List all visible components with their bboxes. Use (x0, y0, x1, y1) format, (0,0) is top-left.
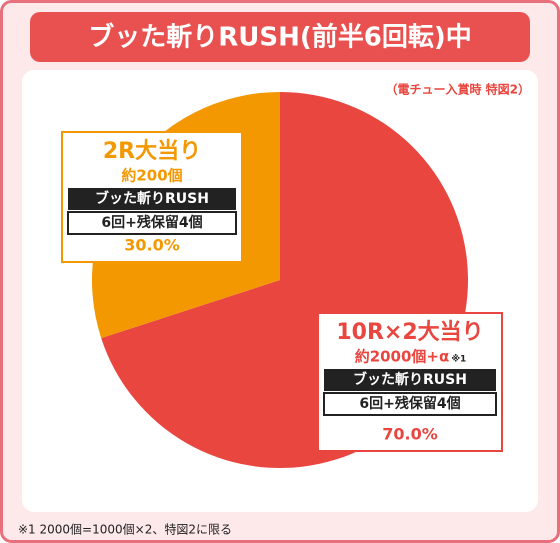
title-bar (30, 12, 530, 62)
mode-box (68, 188, 236, 210)
value-label: 70.0% (382, 425, 438, 444)
payout-note: ※1 (451, 354, 466, 365)
payout: 約200個 (121, 167, 182, 185)
footnote: ※1 2000個=1000個×2、特図2に限る (18, 522, 232, 537)
spins-box (323, 392, 497, 416)
mode-box (324, 369, 496, 391)
subtitle: （電チュー入賞時 特図2） (385, 82, 530, 97)
mode: ブッた斬りRUSH (95, 190, 209, 207)
spins-box (67, 211, 237, 235)
spins: 6回+残保留4個 (101, 214, 202, 231)
mode: ブッた斬りRUSH (353, 371, 467, 388)
spins: 6回+残保留4個 (359, 395, 460, 412)
category-label: 2R大当り (103, 139, 201, 164)
payout: 約2000個+α (355, 348, 450, 366)
chart-title: ブッた斬りRUSH(前半6回転)中 (88, 22, 471, 53)
value-label: 30.0% (124, 236, 180, 255)
category-label: 10R×2大当り (336, 320, 483, 345)
